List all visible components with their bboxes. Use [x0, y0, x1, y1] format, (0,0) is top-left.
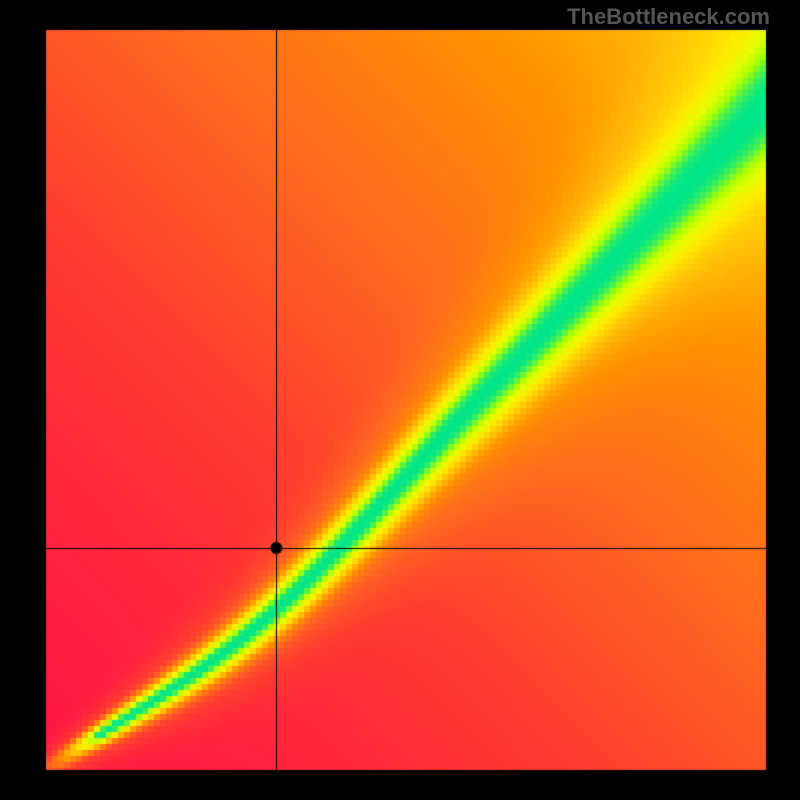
- watermark-text: TheBottleneck.com: [567, 4, 770, 30]
- chart-container: TheBottleneck.com: [0, 0, 800, 800]
- bottleneck-heatmap: [0, 0, 800, 800]
